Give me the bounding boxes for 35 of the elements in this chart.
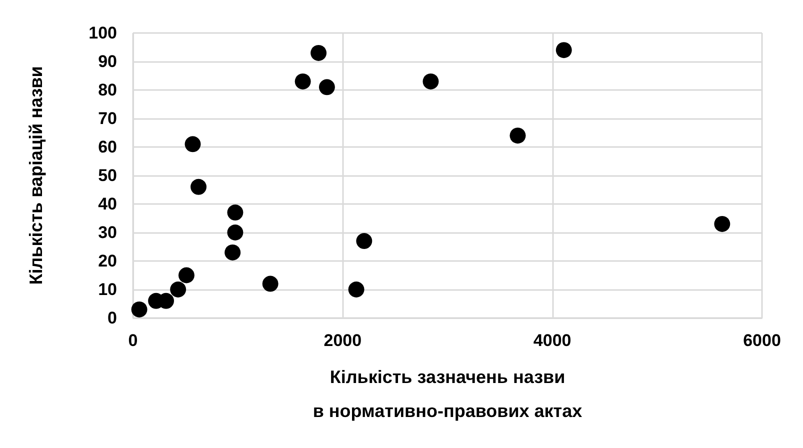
point xyxy=(714,216,730,232)
point xyxy=(131,301,148,318)
point xyxy=(356,233,372,250)
x-axis-title: Кількість зазначень назви в нормативно-правових актах xyxy=(312,367,582,421)
y-tick-label: 60 xyxy=(98,138,117,156)
point xyxy=(348,282,364,298)
point xyxy=(227,224,244,240)
point xyxy=(178,267,194,284)
point xyxy=(184,136,201,152)
point xyxy=(170,282,186,298)
y-tick-label: 0 xyxy=(108,308,117,328)
y-tick-label: 70 xyxy=(98,109,117,128)
x-tick-label: 2000 xyxy=(324,331,362,350)
point xyxy=(310,44,327,61)
y-tick-label: 30 xyxy=(98,223,117,242)
y-tick-label: 10 xyxy=(98,280,117,299)
point xyxy=(262,276,278,292)
x-tick-label: 6000 xyxy=(743,331,781,350)
y-tick-label: 40 xyxy=(98,194,117,214)
y-tick-label: 80 xyxy=(98,80,117,100)
y-tick-label: 50 xyxy=(98,166,117,185)
point xyxy=(190,178,207,195)
point xyxy=(556,42,572,58)
point xyxy=(227,204,244,221)
point xyxy=(224,244,241,260)
point xyxy=(510,128,526,144)
point xyxy=(422,73,439,90)
point xyxy=(294,73,311,90)
x-tick-label: 4000 xyxy=(533,331,572,350)
y-tick-label: 20 xyxy=(98,252,117,270)
y-tick-label: 90 xyxy=(98,52,117,71)
y-axis-title: Кількість варіацій назви xyxy=(26,66,46,285)
y-tick-label: 100 xyxy=(88,24,117,42)
x-tick-label: 0 xyxy=(128,331,138,350)
point xyxy=(318,79,335,96)
